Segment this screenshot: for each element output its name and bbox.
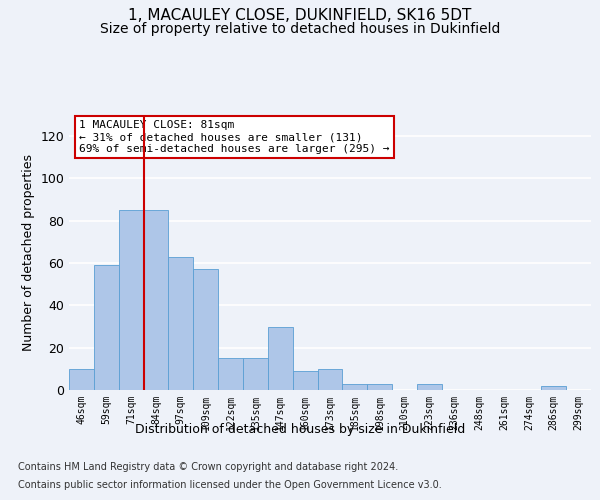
Bar <box>367 384 392 390</box>
Bar <box>119 210 143 390</box>
Bar <box>193 270 218 390</box>
Text: Distribution of detached houses by size in Dukinfield: Distribution of detached houses by size … <box>135 422 465 436</box>
Bar <box>268 326 293 390</box>
Text: 1, MACAULEY CLOSE, DUKINFIELD, SK16 5DT: 1, MACAULEY CLOSE, DUKINFIELD, SK16 5DT <box>128 8 472 22</box>
Text: Contains HM Land Registry data © Crown copyright and database right 2024.: Contains HM Land Registry data © Crown c… <box>18 462 398 472</box>
Bar <box>243 358 268 390</box>
Bar <box>169 256 193 390</box>
Bar <box>343 384 367 390</box>
Bar <box>94 265 119 390</box>
Bar <box>218 358 243 390</box>
Bar <box>293 371 317 390</box>
Bar <box>69 369 94 390</box>
Bar <box>541 386 566 390</box>
Y-axis label: Number of detached properties: Number of detached properties <box>22 154 35 351</box>
Bar <box>317 369 343 390</box>
Bar <box>417 384 442 390</box>
Text: 1 MACAULEY CLOSE: 81sqm
← 31% of detached houses are smaller (131)
69% of semi-d: 1 MACAULEY CLOSE: 81sqm ← 31% of detache… <box>79 120 390 154</box>
Bar <box>143 210 169 390</box>
Text: Size of property relative to detached houses in Dukinfield: Size of property relative to detached ho… <box>100 22 500 36</box>
Text: Contains public sector information licensed under the Open Government Licence v3: Contains public sector information licen… <box>18 480 442 490</box>
